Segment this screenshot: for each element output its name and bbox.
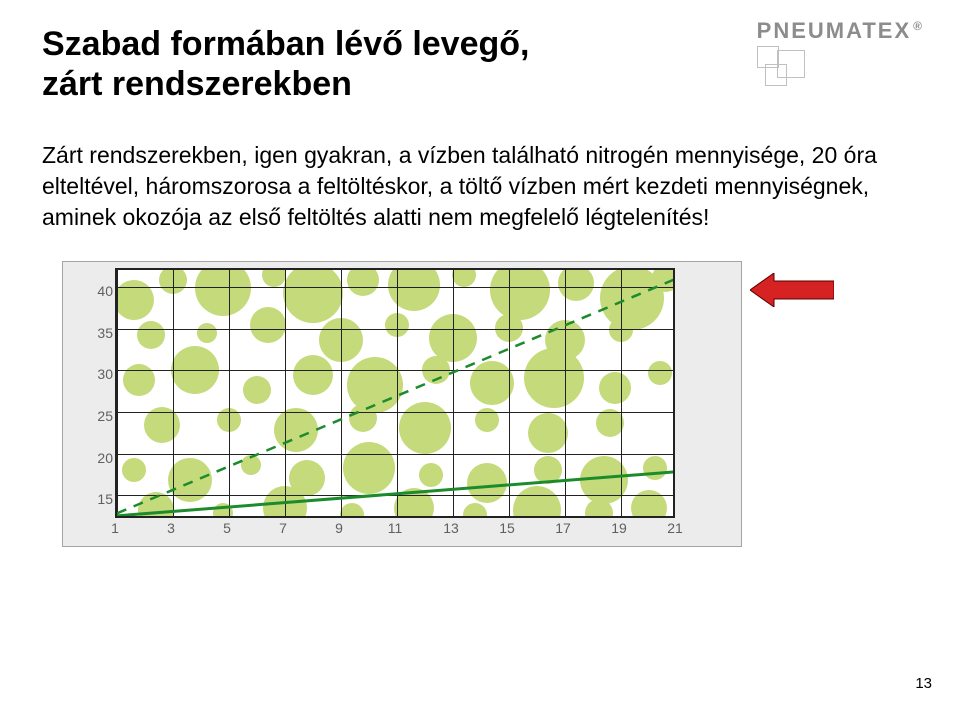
chart-bubble: [347, 268, 379, 296]
chart-bubble: [195, 268, 251, 316]
x-tick-label: 11: [388, 520, 403, 536]
chart-gridline: [117, 270, 118, 516]
chart-bubble: [123, 364, 155, 396]
chart-gridline: [341, 270, 342, 516]
chart-bubble: [452, 268, 476, 287]
logo-square-icon: [765, 64, 787, 86]
chart-plot-area: [115, 268, 675, 518]
chart-bubble: [349, 404, 377, 432]
chart-bubble: [399, 402, 451, 454]
chart-bubble: [463, 503, 487, 518]
x-tick-label: 3: [167, 520, 175, 536]
chart-bubble: [293, 355, 333, 395]
x-tick-label: 21: [667, 520, 683, 536]
chart-bubble: [243, 376, 271, 404]
chart-gridline: [117, 454, 673, 455]
chart-bubble: [388, 268, 440, 311]
chart-bubble: [137, 321, 165, 349]
chart-bubble: [490, 268, 550, 320]
chart-bubble: [643, 456, 667, 480]
y-tick-label: 25: [97, 408, 113, 424]
x-tick-label: 17: [555, 520, 571, 536]
chart-bubble: [197, 323, 217, 343]
brand-logo-icon: [757, 46, 805, 88]
chart-bubble: [262, 268, 286, 287]
chart-bubble: [648, 361, 672, 385]
nitrogen-chart: 152025303540 13579111315171921: [62, 261, 742, 547]
chart-bubble: [524, 348, 584, 408]
x-tick-label: 1: [111, 520, 119, 536]
x-axis-labels: 13579111315171921: [115, 518, 675, 540]
y-tick-label: 15: [97, 491, 113, 507]
chart-gridline: [621, 270, 622, 516]
x-tick-label: 7: [279, 520, 287, 536]
chart-bubble: [534, 456, 562, 484]
y-axis-labels: 15 20 25 30 35 40: [77, 274, 113, 524]
chart-bubble: [467, 463, 507, 503]
chart-bubble: [513, 486, 561, 518]
chart-bubble: [250, 307, 286, 343]
y-tick-label: 30: [97, 366, 113, 382]
chart-gridline: [565, 270, 566, 516]
chart-bubble: [528, 413, 568, 453]
x-tick-label: 15: [499, 520, 515, 536]
chart-bubble: [274, 408, 318, 452]
chart-bubble: [599, 372, 631, 404]
chart-bubble: [213, 503, 233, 519]
chart-bubble: [122, 458, 146, 482]
y-tick-label: 40: [97, 283, 113, 299]
chart-bubble: [394, 488, 434, 519]
y-tick-label: 20: [97, 450, 113, 466]
chart-gridline: [509, 270, 510, 516]
chart-gridline: [173, 270, 174, 516]
brand-logo-text: PNEUMATEX®: [757, 18, 924, 44]
chart-bubble: [340, 503, 364, 518]
registered-mark: ®: [913, 19, 924, 33]
brand-logo: PNEUMATEX®: [757, 18, 924, 88]
page-number: 13: [915, 675, 932, 692]
x-tick-label: 5: [223, 520, 231, 536]
brand-name: PNEUMATEX: [757, 18, 912, 43]
slide: Szabad formában lévő levegő, zárt rendsz…: [0, 0, 960, 708]
x-tick-label: 13: [443, 520, 459, 536]
chart-gridline: [117, 412, 673, 413]
x-tick-label: 9: [335, 520, 343, 536]
chart-bubble: [585, 499, 613, 519]
chart-gridline: [397, 270, 398, 516]
chart-gridline: [229, 270, 230, 516]
chart-gridline: [453, 270, 454, 516]
highlight-arrow-icon: [750, 273, 834, 312]
x-tick-label: 19: [611, 520, 627, 536]
chart-bubble: [631, 490, 667, 519]
chart-bubble: [283, 268, 343, 323]
arrow-icon: [750, 273, 834, 307]
chart-container: 152025303540 13579111315171921: [62, 261, 742, 547]
chart-bubble: [343, 442, 395, 494]
chart-gridline: [117, 287, 673, 288]
chart-bubble: [558, 268, 594, 301]
chart-gridline: [117, 370, 673, 371]
body-paragraph: Zárt rendszerekben, igen gyakran, a vízb…: [42, 140, 882, 233]
chart-bubble: [241, 455, 261, 475]
chart-gridline: [117, 495, 673, 496]
chart-gridline: [285, 270, 286, 516]
chart-bubble: [470, 361, 514, 405]
y-tick-label: 35: [97, 325, 113, 341]
chart-bubble: [596, 409, 624, 437]
chart-gridline: [117, 329, 673, 330]
chart-bubble: [419, 463, 443, 487]
